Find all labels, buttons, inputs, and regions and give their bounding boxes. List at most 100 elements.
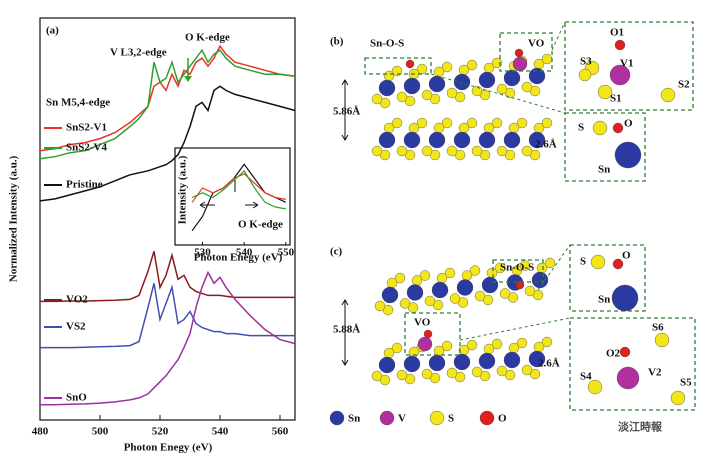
atom bbox=[421, 89, 433, 101]
atom bbox=[383, 70, 395, 82]
atom bbox=[533, 122, 545, 134]
atom-label: O bbox=[624, 118, 633, 130]
panel-label: (c) bbox=[330, 246, 343, 258]
atom bbox=[614, 39, 626, 51]
atom bbox=[419, 270, 431, 281]
atom-label: S bbox=[578, 122, 584, 134]
atom bbox=[371, 93, 383, 105]
atom bbox=[508, 342, 520, 354]
atom bbox=[611, 284, 639, 312]
panel-label: (b) bbox=[330, 36, 344, 48]
atom bbox=[616, 366, 640, 390]
atom bbox=[483, 343, 495, 355]
x-tick-label: 500 bbox=[92, 426, 109, 438]
atom bbox=[578, 68, 592, 82]
atom bbox=[491, 338, 503, 350]
atom-label: O1 bbox=[610, 27, 624, 39]
atom bbox=[478, 352, 496, 370]
atom bbox=[515, 280, 525, 290]
gap-label: 2.6Å bbox=[538, 358, 560, 370]
atom-legend-label: Sn bbox=[348, 413, 360, 425]
structures bbox=[329, 21, 696, 426]
atom bbox=[428, 131, 446, 149]
atom bbox=[431, 281, 449, 299]
plot-frame bbox=[39, 17, 296, 421]
atom bbox=[396, 145, 408, 157]
legend-label: Pristine bbox=[66, 179, 103, 191]
atom bbox=[406, 284, 424, 301]
atom bbox=[471, 145, 483, 157]
atom bbox=[496, 83, 508, 95]
atom bbox=[329, 410, 345, 426]
atom bbox=[587, 379, 603, 395]
atom bbox=[403, 355, 421, 373]
series-line bbox=[191, 173, 286, 203]
atom bbox=[411, 275, 423, 286]
atom bbox=[453, 131, 471, 149]
x-tick-label: 550 bbox=[278, 247, 295, 259]
atom-legend-label: S bbox=[448, 413, 454, 425]
atom bbox=[391, 117, 403, 129]
detail-box bbox=[364, 57, 432, 75]
atom bbox=[508, 122, 520, 134]
atom bbox=[590, 254, 606, 270]
atom bbox=[423, 329, 433, 339]
atom-label: O bbox=[622, 250, 631, 262]
atom bbox=[533, 58, 545, 70]
atom bbox=[491, 117, 503, 129]
atom bbox=[524, 285, 536, 297]
atom bbox=[371, 370, 383, 382]
inset-x-title: Photon Enegy (eV) bbox=[194, 252, 283, 264]
atom bbox=[483, 62, 495, 74]
atom bbox=[433, 122, 445, 134]
atom bbox=[471, 85, 483, 97]
site-label: Sn-O-S bbox=[500, 262, 534, 274]
atom bbox=[612, 122, 624, 134]
atom bbox=[478, 71, 496, 89]
atom bbox=[381, 286, 399, 304]
detail-box bbox=[499, 32, 553, 72]
detail-box bbox=[569, 317, 696, 411]
atom bbox=[528, 67, 546, 85]
atom bbox=[458, 64, 470, 76]
atom bbox=[396, 369, 408, 381]
atom bbox=[528, 350, 546, 368]
atom bbox=[449, 293, 461, 304]
atom bbox=[383, 122, 395, 134]
atom bbox=[403, 77, 421, 95]
atom bbox=[514, 48, 524, 58]
atom bbox=[479, 410, 495, 426]
spacing-arrow bbox=[341, 79, 349, 141]
atom bbox=[494, 262, 506, 274]
legend-label: VS2 bbox=[66, 321, 86, 333]
atom-label: S5 bbox=[680, 377, 692, 389]
atom bbox=[424, 295, 436, 307]
atom bbox=[378, 356, 396, 374]
atom bbox=[503, 69, 521, 87]
atom bbox=[444, 267, 456, 279]
atom bbox=[612, 258, 624, 270]
atom bbox=[469, 265, 481, 276]
atom bbox=[503, 351, 521, 369]
atom bbox=[481, 276, 499, 294]
atom bbox=[521, 81, 533, 93]
spacing-label: 5.86Å bbox=[333, 106, 360, 118]
y-axis-title: Normalized Intensity (a.u.) bbox=[8, 155, 20, 282]
atom bbox=[456, 279, 474, 296]
panel-label: (a) bbox=[46, 25, 59, 37]
guide-line bbox=[551, 21, 566, 51]
atom bbox=[446, 145, 458, 157]
atom bbox=[541, 117, 553, 129]
annotation: Sn M5,4-edge bbox=[46, 97, 110, 109]
atom bbox=[405, 59, 415, 69]
atom bbox=[474, 290, 486, 302]
atom-label: V1 bbox=[620, 58, 633, 70]
atom-label: S6 bbox=[652, 322, 664, 334]
site-label: VO bbox=[414, 317, 431, 329]
atom bbox=[446, 87, 458, 99]
atom bbox=[512, 56, 528, 72]
series-line bbox=[39, 44, 296, 152]
atom bbox=[541, 336, 553, 348]
atom bbox=[660, 87, 676, 103]
legend-label: VO2 bbox=[66, 294, 88, 306]
